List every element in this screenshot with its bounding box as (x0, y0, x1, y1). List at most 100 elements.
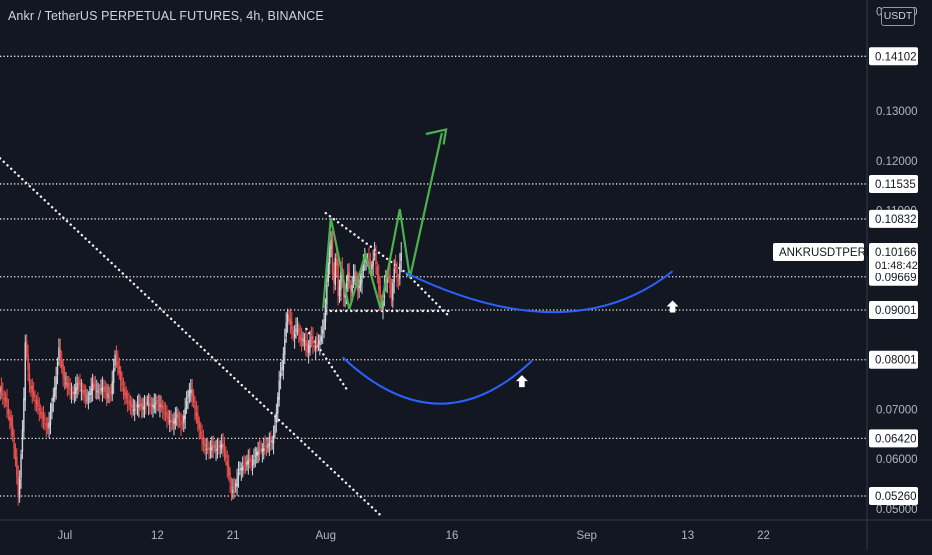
chart-title: Ankr / TetherUS PERPETUAL FUTURES, 4h, B… (8, 9, 324, 23)
candle-body (286, 314, 289, 322)
descending-channel-line (305, 327, 349, 392)
candle-body (358, 285, 360, 289)
candle-body (27, 354, 29, 371)
candle-body (298, 327, 300, 334)
candle-body (393, 268, 395, 283)
x-tick-label[interactable]: 12 (151, 530, 164, 542)
x-tick-label[interactable]: 21 (227, 530, 240, 542)
candle-body (247, 460, 250, 464)
candle-body (313, 345, 315, 348)
candle-body (340, 267, 342, 291)
current-price-box (869, 243, 918, 274)
candle-body (41, 411, 43, 418)
candle-body (242, 466, 244, 471)
y-tick-label[interactable]: 0.12000 (876, 156, 918, 168)
candle-body (153, 404, 156, 409)
triangle-top-line (324, 211, 452, 319)
currency-badge[interactable]: USDT (881, 7, 915, 26)
candle-body (359, 279, 362, 287)
candle-body (254, 455, 257, 457)
candle-body (34, 400, 36, 402)
candle-body (51, 403, 53, 413)
candle-body (291, 321, 293, 330)
candle-body (155, 402, 157, 404)
y-tick-label[interactable]: 0.13000 (876, 106, 918, 118)
x-tick-label[interactable]: Jul (57, 530, 72, 542)
candle-body (119, 370, 122, 381)
candle-body (103, 386, 105, 390)
candle-body (306, 343, 308, 353)
candle-body (132, 409, 134, 411)
y-tick-label[interactable]: 0.06000 (876, 454, 918, 466)
candle-body (39, 412, 42, 414)
y-tick-label[interactable]: 0.07000 (876, 404, 918, 416)
level-label-0.06420: 0.06420 (875, 433, 917, 445)
candle-body (279, 372, 282, 379)
candle-body (136, 404, 139, 408)
candle-body (160, 403, 163, 408)
candle-body (32, 392, 35, 398)
candle-body (73, 391, 76, 393)
candle-body (104, 386, 106, 393)
candle-body (83, 389, 85, 395)
candle-body (206, 448, 209, 450)
candle-body (264, 445, 266, 447)
candle-body (44, 423, 46, 425)
candle-body (372, 259, 374, 266)
candle-body (61, 358, 63, 368)
candle-body (226, 461, 228, 467)
level-label-0.08001: 0.08001 (875, 355, 917, 367)
candle-body (148, 403, 150, 405)
candle-body (68, 382, 70, 389)
candle-body (195, 411, 198, 417)
x-tick-label[interactable]: 22 (757, 530, 770, 542)
candle-body (70, 392, 73, 394)
x-tick-label[interactable]: 16 (446, 530, 459, 542)
candle-body (192, 393, 195, 404)
candle-body (13, 439, 15, 448)
candle-body (24, 342, 26, 401)
x-tick-label[interactable]: 13 (681, 530, 694, 542)
candle-body (337, 263, 339, 297)
candle-body (16, 456, 18, 476)
candle-body (72, 391, 74, 396)
candle-body (250, 459, 252, 463)
candle-body (302, 338, 304, 340)
candle-body (281, 367, 283, 371)
candle-body (293, 334, 296, 338)
candle-body (379, 286, 381, 301)
x-tick-label[interactable]: Aug (316, 530, 336, 542)
candle-body (230, 485, 233, 492)
candle-body (394, 265, 397, 269)
candle-body (143, 405, 146, 410)
level-label-0.10832: 0.10832 (875, 214, 917, 226)
candle-body (176, 415, 178, 417)
candle-body (110, 391, 112, 393)
candle-body (142, 407, 144, 410)
candle-body (225, 453, 227, 459)
candle-body (84, 394, 87, 398)
candle-body (75, 387, 77, 394)
level-label-0.05260: 0.05260 (875, 491, 917, 503)
level-label-0.09001: 0.09001 (875, 305, 917, 317)
candle-body (177, 413, 179, 419)
candle-body (131, 404, 133, 408)
candle-body (205, 448, 207, 450)
candle-body (62, 364, 64, 378)
candle-body (220, 443, 223, 449)
candle-body (125, 392, 127, 399)
candle-body (212, 444, 214, 448)
level-label-box (869, 487, 918, 506)
x-tick-label[interactable]: Sep (576, 530, 596, 542)
candle-body (2, 393, 4, 396)
candle-body (239, 469, 241, 471)
x-axis-ticks[interactable]: Jul 12 21 Aug 16 Sep 13 22 (57, 530, 769, 542)
candle-body (292, 330, 294, 336)
candle-body (38, 408, 40, 411)
candle-body (218, 446, 220, 448)
y-tick-label[interactable]: 0.05000 (876, 504, 918, 516)
candle-body (233, 486, 235, 488)
candle-body (188, 390, 191, 397)
